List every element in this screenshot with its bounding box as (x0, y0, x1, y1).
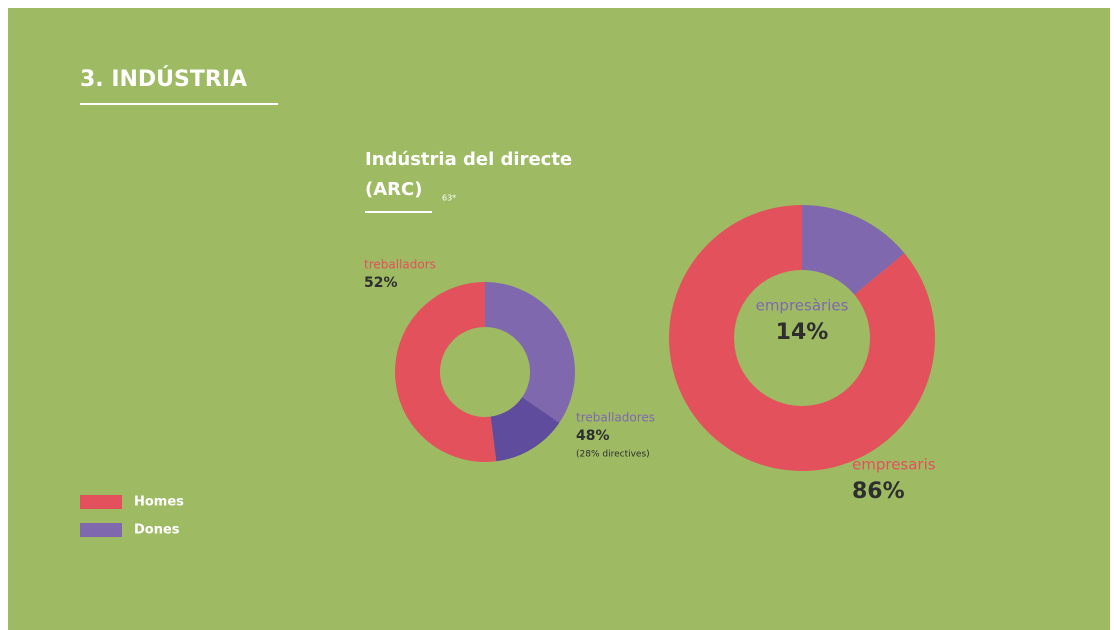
donut-segment (668, 205, 935, 471)
segment-value: 52% (364, 275, 398, 291)
footnote-ref: 63* (442, 194, 456, 203)
segment-label: empresàries (756, 297, 849, 315)
chart-subtitle: (ARC) (365, 179, 422, 200)
legend-label: Dones (134, 523, 180, 538)
section-title: 3. INDÚSTRIA (80, 66, 247, 92)
donut-segment (802, 205, 905, 295)
chart-title: Indústria del directe (365, 149, 572, 170)
legend-swatch (80, 495, 122, 509)
segment-note: (28% directives) (576, 450, 650, 460)
segment-label: empresaris (852, 456, 936, 474)
donut-segment (395, 282, 497, 462)
donut-subsegment (490, 397, 560, 462)
legend-label: Homes (134, 495, 184, 510)
segment-value: 48% (576, 428, 610, 444)
segment-value: 14% (776, 320, 829, 345)
segment-label: treballadores (576, 411, 655, 425)
segment-label: treballadors (364, 258, 436, 272)
legend-swatch (80, 523, 122, 537)
segment-value: 86% (852, 479, 905, 504)
